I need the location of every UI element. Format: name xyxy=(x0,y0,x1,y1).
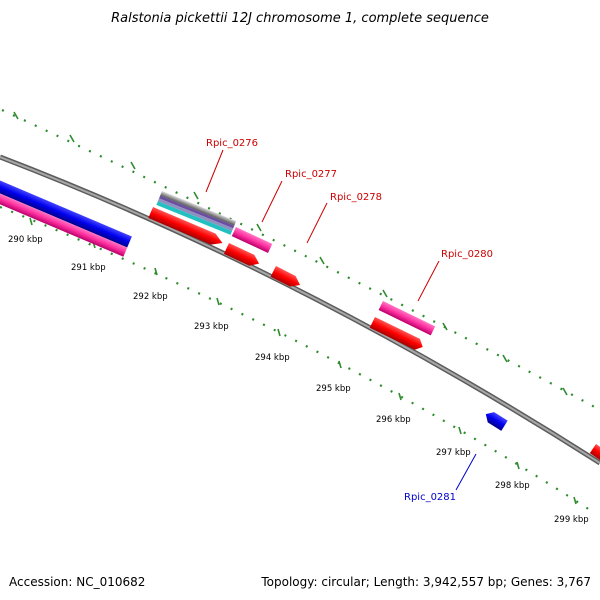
gene-grey-stack[interactable] xyxy=(156,191,237,235)
scale-label: 299 kbp xyxy=(554,515,589,525)
inner-tick-ring xyxy=(0,205,591,511)
map-title: Ralstonia pickettii 12J chromosome 1, co… xyxy=(111,11,489,26)
gene-label-rpic-0277[interactable]: Rpic_0277 xyxy=(285,169,337,180)
gene-rpic-0278-cds[interactable] xyxy=(270,266,303,290)
scale-label: 291 kbp xyxy=(71,263,106,273)
label-leaders xyxy=(205,149,477,491)
gene-rpic-0280-rna[interactable] xyxy=(378,301,436,336)
scale-label: 295 kbp xyxy=(316,384,351,394)
scale-label: 298 kbp xyxy=(495,481,530,491)
gene-label-rpic-0280[interactable]: Rpic_0280 xyxy=(441,249,493,260)
reverse-gene-pink-large[interactable] xyxy=(0,185,128,257)
inner-major-ticks xyxy=(29,217,577,505)
gene-partial-right[interactable] xyxy=(589,444,600,465)
gene-label-rpic-0281[interactable]: Rpic_0281 xyxy=(404,492,456,503)
scale-label: 292 kbp xyxy=(133,292,168,302)
outer-major-ticks xyxy=(13,111,568,396)
scale-label: 293 kbp xyxy=(194,322,229,332)
topology-summary: Topology: circular; Length: 3,942,557 bp… xyxy=(260,575,591,589)
accession-text: Accession: NC_010682 xyxy=(9,575,145,589)
scale-label: 296 kbp xyxy=(376,415,411,425)
gene-rpic-0277-cds[interactable] xyxy=(223,243,262,269)
scale-labels: 290 kbp 291 kbp 292 kbp 293 kbp 294 kbp … xyxy=(8,235,589,525)
gene-rpic-0277-rna[interactable] xyxy=(231,227,273,253)
gene-rpic-0280-cds[interactable] xyxy=(369,317,426,352)
scale-label: 297 kbp xyxy=(436,448,471,458)
chromosome-backbone xyxy=(0,154,600,466)
scale-label: 290 kbp xyxy=(8,235,43,245)
gene-rpic-0281-cds[interactable] xyxy=(483,409,508,431)
gene-label-rpic-0278[interactable]: Rpic_0278 xyxy=(330,192,382,203)
outer-tick-ring xyxy=(1,109,600,411)
gene-label-rpic-0276[interactable]: Rpic_0276 xyxy=(206,138,258,149)
gene-rpic-0276-cds[interactable] xyxy=(148,207,224,249)
reverse-gene-blue-large[interactable] xyxy=(0,172,132,248)
scale-label: 294 kbp xyxy=(255,353,290,363)
